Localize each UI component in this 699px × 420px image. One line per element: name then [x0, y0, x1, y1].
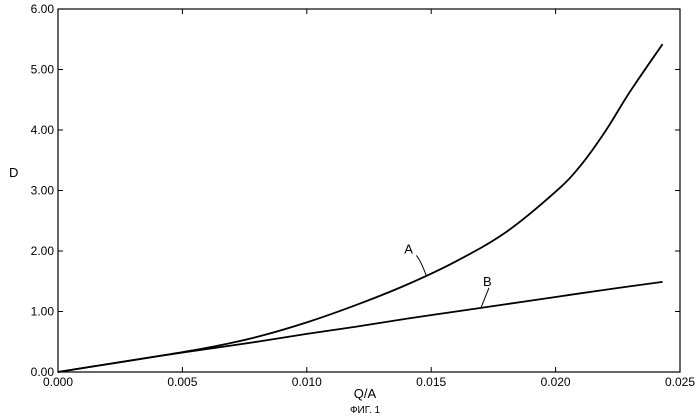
plot-frame — [58, 9, 680, 372]
series-a-leader — [416, 255, 426, 275]
series-line-a — [58, 44, 663, 372]
y-tick-label: 3.00 — [31, 184, 55, 198]
y-axis-ticks: 0.001.002.003.004.005.006.00 — [31, 2, 680, 379]
y-tick-label: 6.00 — [31, 2, 55, 16]
x-tick-label: 0.015 — [416, 375, 446, 389]
y-tick-label: 4.00 — [31, 123, 55, 137]
series-labels: AB — [404, 241, 491, 307]
y-axis-title: D — [9, 165, 18, 180]
x-axis-ticks: 0.000 0.005 0.010 0.015 0.020 0.025 — [43, 9, 695, 389]
series-layer — [58, 44, 663, 372]
x-tick-label: 0.000 — [43, 375, 73, 389]
x-tick-label: 0.010 — [292, 375, 322, 389]
x-tick-label: 0.005 — [167, 375, 197, 389]
x-tick-label: 0.020 — [541, 375, 571, 389]
series-b-leader — [481, 288, 489, 308]
series-a-label: A — [404, 241, 413, 256]
x-axis-title: Q/A — [354, 386, 377, 401]
series-line-b — [58, 282, 663, 372]
y-tick-label: 1.00 — [31, 305, 55, 319]
y-tick-label: 2.00 — [31, 244, 55, 258]
figure-caption: ФИГ. 1 — [350, 405, 381, 416]
series-b-label: B — [483, 274, 492, 289]
y-tick-label: 5.00 — [31, 63, 55, 77]
x-tick-label: 0.025 — [665, 375, 695, 389]
